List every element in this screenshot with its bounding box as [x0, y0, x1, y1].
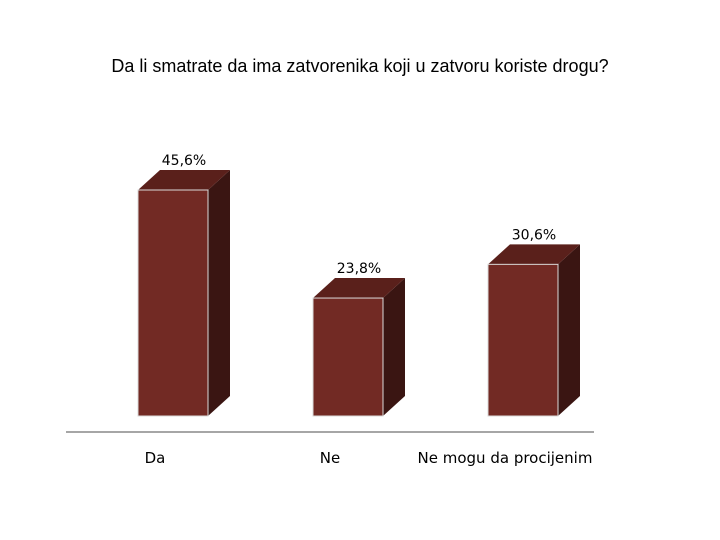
bar-side-0: [208, 170, 230, 416]
category-label-0: Da: [145, 449, 166, 467]
bar-side-2: [558, 244, 580, 416]
bar-1: [312, 297, 384, 417]
category-label-2: Ne mogu da procijenim: [418, 449, 593, 467]
chart-title: Da li smatrate da ima zatvorenika koji u…: [111, 56, 609, 76]
bar-top-0: [138, 170, 230, 190]
category-label-1: Ne: [320, 449, 340, 467]
bars-group: [137, 170, 580, 417]
value-label-2: 30,6%: [512, 227, 556, 243]
bar-side-1: [383, 278, 405, 416]
bar-0: [137, 189, 209, 417]
bar-top-1: [313, 278, 405, 299]
labels-group: 45,6% Da 23,8% Ne 30,6% Ne mogu da procijenim: [145, 153, 593, 467]
value-label-0: 45,6%: [162, 153, 206, 169]
bar-2: [487, 263, 559, 417]
value-label-1: 23,8%: [337, 261, 381, 277]
bar-top-2: [488, 244, 580, 265]
